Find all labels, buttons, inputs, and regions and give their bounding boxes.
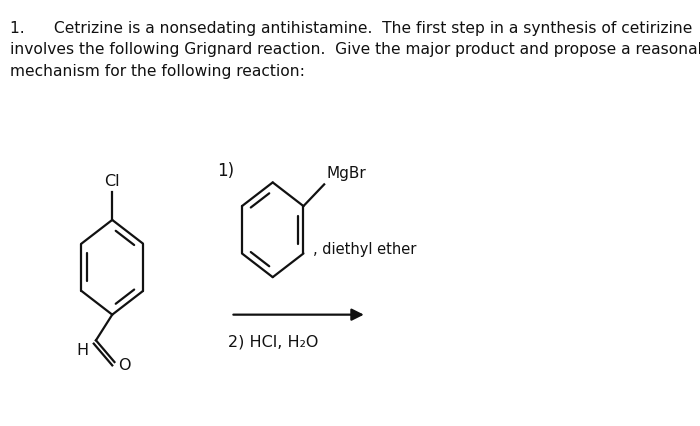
Text: Cl: Cl — [104, 174, 120, 189]
Text: H: H — [76, 343, 89, 358]
Text: MgBr: MgBr — [326, 167, 366, 181]
Text: 1.      Cetrizine is a nonsedating antihistamine.  The first step in a synthesis: 1. Cetrizine is a nonsedating antihistam… — [10, 20, 700, 79]
Text: , diethyl ether: , diethyl ether — [313, 242, 416, 257]
Text: 1): 1) — [217, 161, 234, 180]
Text: 2) HCl, H₂O: 2) HCl, H₂O — [228, 334, 318, 349]
Text: O: O — [118, 358, 131, 374]
